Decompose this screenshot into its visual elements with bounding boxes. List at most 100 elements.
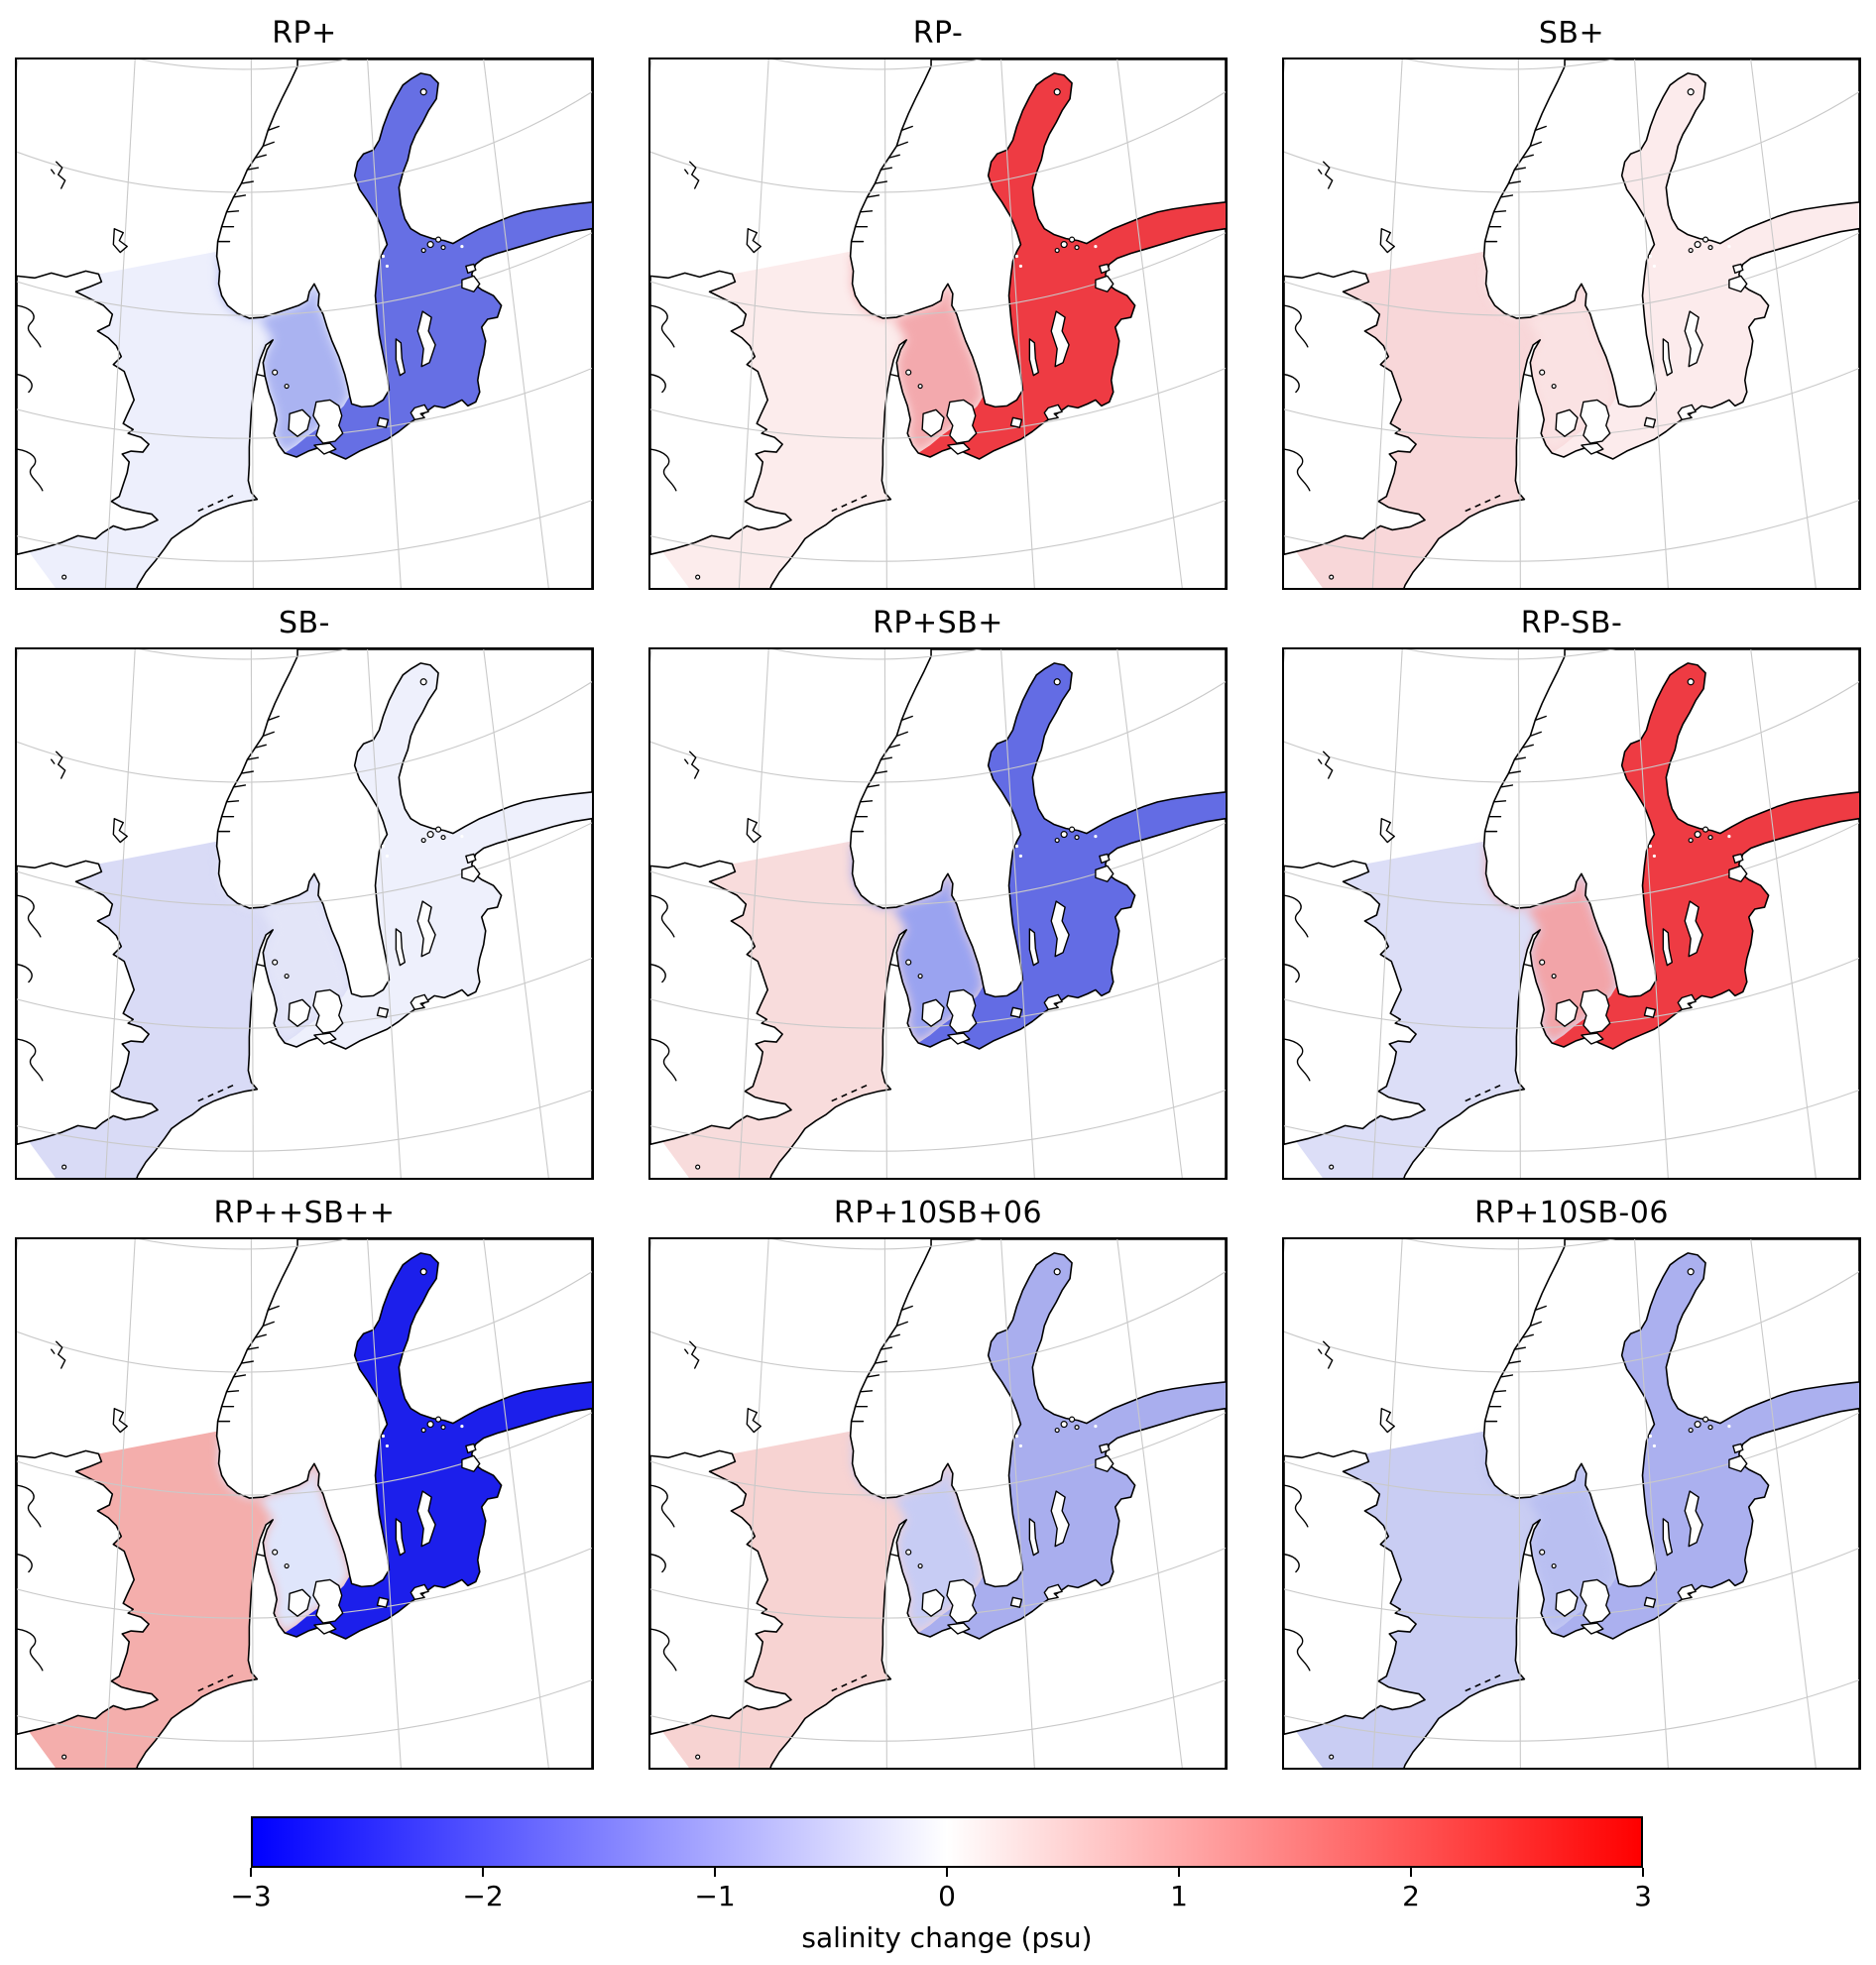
map-panel-RP++SB++: RP++SB++ [15,1180,594,1770]
island-anholt [284,383,290,390]
island-aland-1 [1694,241,1701,249]
island-aland-4 [1054,1427,1060,1434]
island-ruegen [1043,1583,1063,1600]
britain-west-coast [1284,304,1311,492]
limfjord [889,1553,899,1558]
island-anholt [917,1562,923,1569]
island-aland-4 [1688,1427,1694,1434]
limfjord [1523,373,1533,378]
baltic-sea-region [918,1252,1226,1639]
island-orkney [746,818,762,844]
graticule [17,649,592,1178]
island-ruegen [1043,993,1063,1010]
limfjord [889,373,899,378]
island-orkney [1379,818,1395,844]
island-lolland [1581,442,1604,455]
island-ruegen [410,1583,429,1600]
island-aland-1 [426,241,434,249]
map-panel-SB+: SB+ [1282,0,1861,590]
map-svg [650,1239,1226,1768]
map-canvas [648,647,1228,1180]
island-lolland [947,1032,971,1045]
island-gotland [416,310,436,368]
island-zealand [946,988,978,1034]
islands [61,1268,481,1760]
island-aland-3 [1707,244,1713,251]
island-aland-3 [1707,1424,1713,1431]
island-laeso [1539,959,1546,966]
island-bothnia [1053,1268,1061,1276]
baltic-sea-region [1552,1252,1859,1639]
continental-europe-land [1403,817,1859,1178]
map-canvas [1282,1237,1861,1770]
island-lolland [1581,1032,1604,1045]
norway-fjords [216,715,280,833]
colorbar-tickmark [1178,1868,1180,1877]
island-gotland [1050,310,1070,368]
britain-land [650,1449,792,1736]
island-hiiumaa [1099,263,1111,275]
archipelago-speckles [381,765,464,859]
north-sea-region [661,251,984,588]
map-canvas [15,647,594,1180]
island-bornholm [1009,1596,1023,1608]
continental-europe-land [769,1407,1226,1768]
coast-details [17,125,280,513]
island-orkney [1379,228,1395,254]
island-oland [1028,928,1039,967]
island-lolland [313,442,337,455]
island-laeso [905,369,912,376]
island-laeso [905,1549,912,1556]
graticule [17,1239,592,1768]
britain-west-coast [650,304,677,492]
map-svg [1284,1239,1859,1768]
shetland-islands-coast [684,161,700,189]
island-oland [1028,1518,1039,1557]
scandinavia-land [215,1239,592,1588]
coast-details [650,125,913,513]
frisian-islands [831,1082,872,1102]
island-lolland [947,1622,971,1635]
island-oland [395,928,406,967]
north-sea-region [1295,1431,1617,1768]
map-canvas [15,58,594,590]
britain-west-coast [1284,894,1311,1082]
island-hiiumaa [465,263,477,275]
continental-europe-land [1403,227,1859,588]
scandinavia-land [1482,649,1859,998]
island-aland-4 [420,247,426,254]
island-zealand [946,399,978,444]
map-panel-SB-: SB- [15,590,594,1180]
island-gotland [1050,900,1070,958]
island-saaremaa [1095,865,1114,882]
colorbar-ticklabel: 3 [1634,1880,1652,1912]
island-aland-1 [1694,831,1701,839]
island-anholt [917,383,923,390]
north-sea-region [28,1431,350,1768]
frisian-islands [831,492,872,513]
island-channel [695,574,701,580]
islands [695,88,1114,580]
shetland-islands-coast [684,1340,700,1369]
frisian-islands [831,1672,872,1692]
island-bornholm [1643,416,1657,428]
island-aland-4 [1688,247,1694,254]
norway-fjords [1483,715,1547,833]
islands [1329,88,1748,580]
island-gotland [1684,310,1703,368]
island-aland-4 [1688,837,1694,844]
shetland-islands-coast [684,751,700,779]
island-ruegen [1043,404,1063,420]
graticule [1284,649,1859,1178]
colorbar-tickmark [1410,1868,1412,1877]
archipelago-speckles [381,1355,464,1448]
coast-details [1284,1305,1547,1692]
islands [695,678,1114,1170]
baltic-sea-region [918,662,1226,1049]
island-zealand [312,988,344,1034]
north-sea-region [661,841,984,1178]
island-bothnia [1687,1268,1695,1276]
island-hiiumaa [465,1443,477,1454]
island-laeso [1539,369,1546,376]
